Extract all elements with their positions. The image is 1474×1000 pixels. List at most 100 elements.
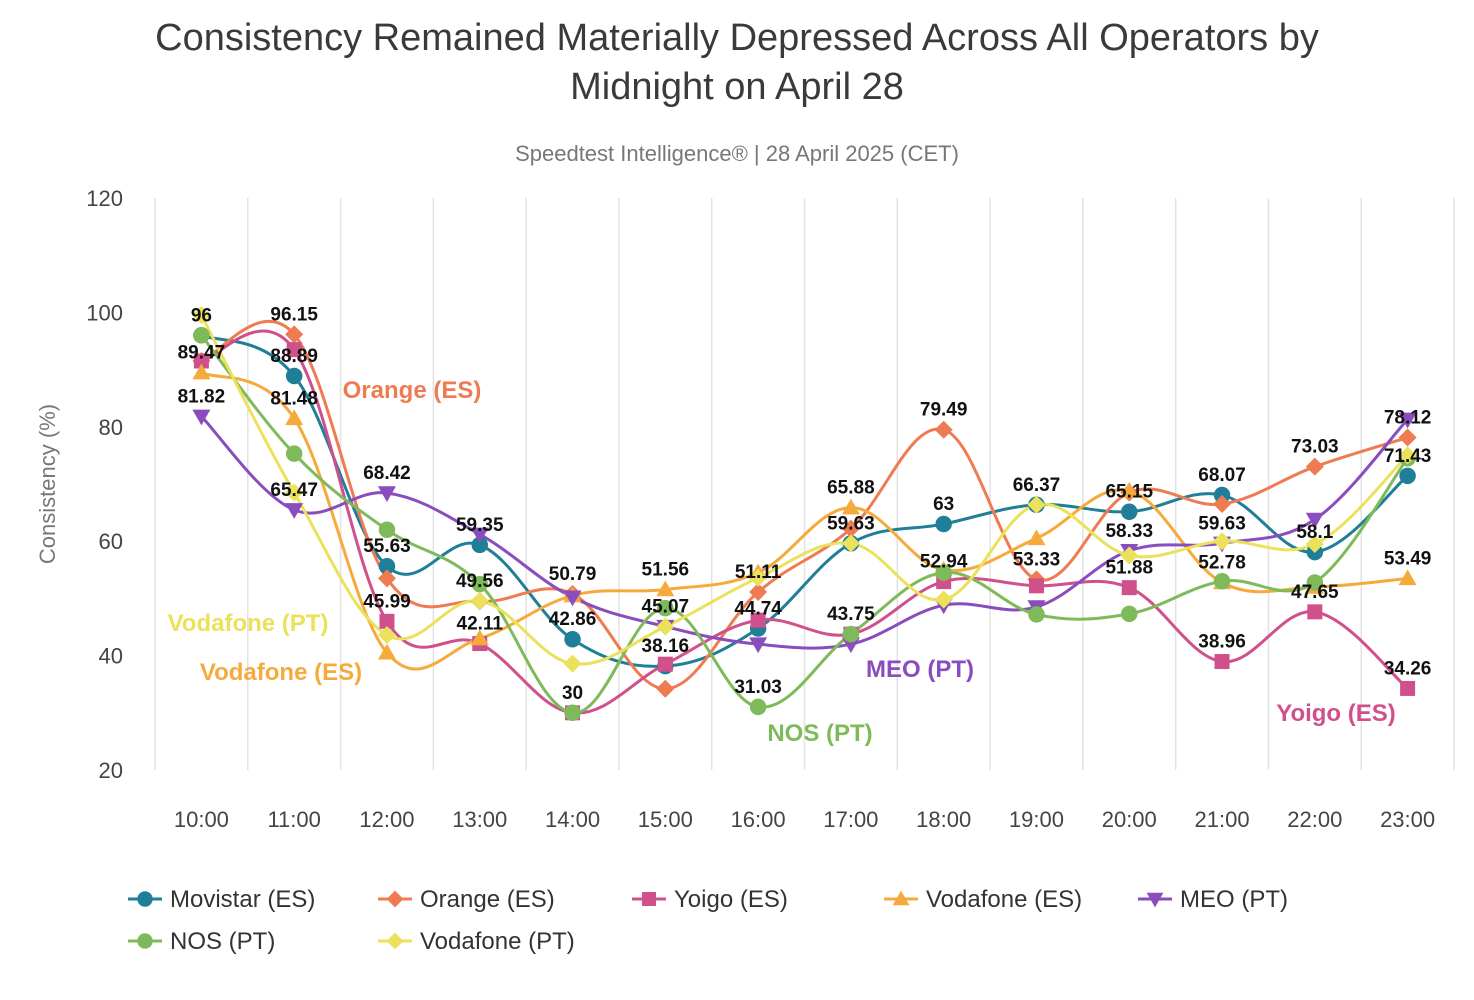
data-label: 81.82 — [178, 386, 226, 407]
data-point-nos-pt — [285, 445, 303, 462]
data-point-vodafone-es — [377, 643, 396, 660]
data-point-vodafone-pt — [377, 626, 396, 645]
data-label: 50.79 — [549, 564, 597, 585]
legend-label: Movistar (ES) — [170, 886, 315, 913]
x-tick-label: 19:00 — [1009, 807, 1064, 832]
chart-title-line2: Midnight on April 28 — [570, 66, 904, 108]
data-label: 43.75 — [827, 604, 875, 625]
data-label: 30 — [562, 683, 583, 704]
y-tick-label: 120 — [86, 186, 123, 211]
data-label: 65.15 — [1105, 482, 1153, 503]
data-point-vodafone-es — [285, 409, 304, 426]
data-point-movistar-es — [1399, 467, 1416, 485]
data-point-nos-pt — [193, 327, 210, 344]
legend-item-orange-es: Orange (ES) — [378, 886, 555, 913]
data-point-nos-pt — [378, 521, 396, 539]
data-point-meo-pt — [285, 503, 304, 519]
data-point-vodafone-pt — [934, 590, 953, 609]
data-point-movistar-es — [1121, 503, 1138, 520]
data-point-yoigo-es — [286, 342, 302, 358]
data-label: 65.88 — [827, 478, 875, 499]
x-tick-label: 10:00 — [174, 807, 229, 832]
legend-item-yoigo-es: Yoigo (ES) — [632, 886, 788, 913]
data-point-vodafone-es — [470, 629, 489, 646]
data-point-meo-pt — [749, 637, 768, 654]
x-axis-ticks: 10:00 11:00 12:00 13:00 14:00 15:00 16:00 17:00… — [174, 807, 1435, 832]
data-point-yoigo-es — [1121, 580, 1137, 596]
data-label: 45.07 — [642, 597, 690, 618]
data-label: 47.65 — [1291, 582, 1339, 603]
x-tick-label: 14:00 — [545, 807, 600, 832]
data-label: 78.12 — [1384, 408, 1432, 429]
x-tick-label: 21:00 — [1195, 807, 1250, 832]
data-label: 58.1 — [1296, 522, 1333, 543]
data-point-movistar-es — [471, 536, 488, 554]
data-point-nos-pt — [1213, 572, 1231, 590]
data-point-yoigo-es — [1400, 680, 1416, 696]
data-point-vodafone-es — [1398, 569, 1417, 586]
data-label: 49.56 — [456, 571, 504, 592]
legend-label: Orange (ES) — [420, 886, 555, 913]
data-label: 96.15 — [270, 304, 318, 325]
data-point-orange-es — [749, 583, 768, 602]
data-point-vodafone-pt — [841, 534, 860, 553]
data-point-vodafone-pt — [749, 568, 768, 587]
legend-marker — [892, 890, 910, 906]
x-tick-label: 18:00 — [916, 807, 971, 832]
data-label: 55.63 — [363, 536, 411, 557]
data-label: 59.63 — [827, 513, 875, 534]
data-label: 31.03 — [734, 677, 782, 698]
series-annotation-meo-pt: MEO (PT) — [866, 656, 974, 683]
x-tick-label: 15:00 — [638, 807, 693, 832]
data-point-nos-pt — [935, 564, 952, 581]
legend-marker — [386, 890, 404, 908]
data-label: 65.47 — [270, 480, 318, 501]
data-point-nos-pt — [564, 704, 581, 722]
data-point-nos-pt — [471, 575, 488, 593]
legend-marker — [1146, 892, 1164, 908]
y-tick-label: 100 — [86, 300, 123, 325]
data-point-nos-pt — [1028, 606, 1045, 623]
data-label: 51.88 — [1105, 558, 1153, 579]
data-point-vodafone-pt — [563, 654, 582, 673]
data-point-meo-pt — [192, 409, 211, 426]
series-annotation-vodafone-es: Vodafone (ES) — [200, 659, 362, 686]
data-point-nos-pt — [1121, 605, 1138, 623]
y-tick-label: 60 — [99, 529, 123, 554]
data-point-meo-pt — [1398, 412, 1417, 429]
legend-item-meo-pt: MEO (PT) — [1138, 886, 1288, 913]
grid-lines — [154, 198, 1455, 770]
y-tick-label: 80 — [99, 415, 123, 440]
chart-title-line1: Consistency Remained Materially Depresse… — [155, 17, 1319, 59]
y-axis-title: Consistency (%) — [35, 404, 60, 564]
data-point-movistar-es — [935, 515, 952, 533]
data-label: 53.49 — [1384, 548, 1432, 569]
data-point-vodafone-es — [841, 498, 860, 515]
data-point-orange-es — [1398, 428, 1417, 447]
data-label: 52.78 — [1198, 552, 1246, 573]
data-point-meo-pt — [841, 637, 860, 654]
data-labels: 96 89.47 81.82 96.15 88.89 81.48 65.47 68.42 55.… — [178, 304, 1432, 703]
data-point-yoigo-es — [657, 656, 673, 672]
legend-label: Vodafone (ES) — [926, 886, 1082, 913]
series-annotation-nos-pt: NOS (PT) — [767, 720, 872, 747]
data-point-vodafone-es — [1120, 481, 1139, 498]
y-axis-ticks: 20 40 60 80 100 120 — [86, 186, 123, 783]
data-label: 51.56 — [642, 559, 690, 580]
y-tick-label: 40 — [99, 644, 123, 669]
x-tick-label: 20:00 — [1102, 807, 1157, 832]
data-point-yoigo-es — [1307, 604, 1323, 620]
data-point-orange-es — [934, 420, 953, 439]
data-label: 44.74 — [734, 598, 782, 619]
legend: Movistar (ES) Orange (ES) Yoigo (ES) Vodafo… — [128, 886, 1288, 955]
data-label: 63 — [933, 494, 954, 515]
series-line-nos-pt — [200, 334, 1409, 715]
data-point-meo-pt — [377, 486, 396, 503]
legend-label: MEO (PT) — [1180, 886, 1288, 913]
x-tick-label: 12:00 — [359, 807, 414, 832]
y-tick-label: 20 — [99, 758, 123, 783]
data-label: 68.42 — [363, 463, 411, 484]
data-label: 73.03 — [1291, 437, 1339, 458]
legend-item-nos-pt: NOS (PT) — [128, 928, 275, 955]
